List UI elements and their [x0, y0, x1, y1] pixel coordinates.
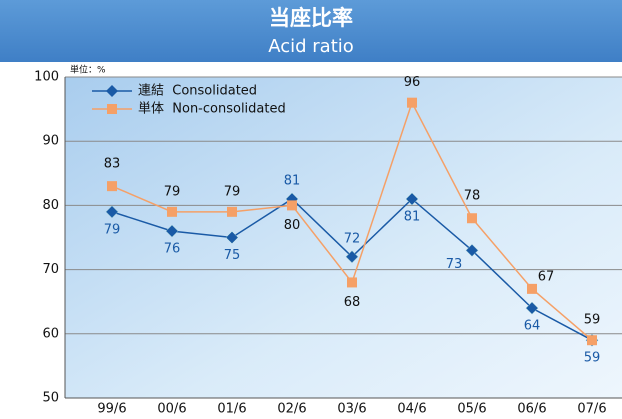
data-label: 80 — [284, 218, 301, 233]
x-tick-label: 99/6 — [97, 402, 126, 417]
x-tick-label: 07/6 — [577, 402, 606, 417]
data-label: 79 — [104, 222, 121, 237]
y-tick-label: 70 — [42, 262, 59, 277]
data-label: 79 — [164, 184, 181, 199]
y-tick-label: 90 — [42, 134, 59, 149]
x-tick-label: 04/6 — [397, 402, 426, 417]
data-label: 75 — [224, 248, 241, 263]
data-label: 67 — [538, 269, 555, 284]
x-tick-label: 00/6 — [157, 402, 186, 417]
data-label: 83 — [104, 157, 121, 172]
data-point — [467, 213, 477, 224]
chart-subtitle: Acid ratio — [268, 36, 354, 57]
data-point — [167, 206, 177, 217]
data-label: 79 — [224, 184, 241, 199]
data-label: 59 — [584, 351, 601, 366]
chart-title: 当座比率 — [269, 6, 353, 30]
data-label: 76 — [164, 242, 181, 257]
plot-area — [65, 77, 622, 398]
data-point — [105, 205, 119, 219]
data-label: 68 — [344, 295, 361, 310]
data-label: 64 — [524, 319, 541, 334]
data-point — [465, 243, 479, 257]
y-tick-label: 50 — [42, 391, 59, 406]
data-label: 73 — [446, 257, 463, 272]
data-point — [227, 206, 237, 217]
y-tick-label: 60 — [42, 326, 59, 341]
title-banner — [0, 0, 622, 62]
unit-label: 単位：% — [70, 64, 106, 76]
y-tick-label: 100 — [34, 70, 59, 85]
data-point — [527, 283, 537, 294]
x-tick-label: 02/6 — [277, 402, 306, 417]
data-label: 81 — [284, 173, 301, 188]
data-label: 96 — [404, 75, 421, 90]
legend-label: 単体 Non-consolidated — [138, 101, 286, 117]
x-tick-label: 06/6 — [517, 402, 546, 417]
data-label: 59 — [584, 313, 601, 328]
data-point — [165, 224, 179, 238]
y-tick-label: 80 — [42, 198, 59, 213]
data-label: 81 — [404, 209, 421, 224]
data-label: 78 — [464, 189, 481, 204]
data-point — [405, 192, 419, 206]
x-tick-label: 05/6 — [457, 402, 486, 417]
data-point — [347, 277, 357, 288]
legend-marker — [106, 85, 118, 97]
x-tick-label: 03/6 — [337, 402, 366, 417]
data-point — [345, 250, 359, 264]
legend-label: 連結 Consolidated — [138, 84, 257, 99]
data-label: 72 — [344, 231, 361, 246]
data-point — [407, 97, 417, 108]
legend-marker — [107, 104, 117, 114]
data-point — [225, 231, 239, 244]
data-point — [287, 200, 297, 211]
data-point — [587, 335, 597, 346]
data-point — [525, 301, 539, 315]
data-point — [107, 181, 117, 192]
x-tick-label: 01/6 — [217, 402, 246, 417]
